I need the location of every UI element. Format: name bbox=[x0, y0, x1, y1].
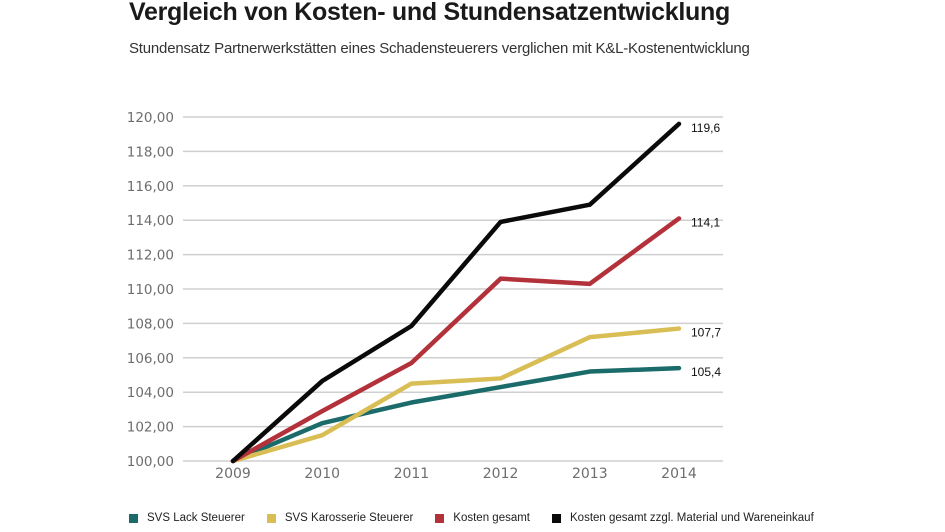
legend-swatch bbox=[435, 513, 445, 523]
series-lines bbox=[230, 121, 682, 464]
y-tick-label: 110,00 bbox=[127, 282, 174, 298]
series-line-2 bbox=[230, 326, 682, 464]
legend-label: SVS Lack Steuerer bbox=[147, 512, 245, 524]
legend-item: Kosten gesamt zzgl. Material und Warenei… bbox=[552, 512, 814, 524]
gridlines bbox=[183, 116, 723, 462]
legend-item: SVS Lack Steuerer bbox=[129, 512, 245, 524]
end-labels: 105,4 107,7 114,1 119,6 bbox=[691, 121, 721, 379]
y-tick-label: 120,00 bbox=[127, 110, 174, 126]
y-tick-label: 118,00 bbox=[127, 144, 174, 160]
legend-label: Kosten gesamt zzgl. Material und Warenei… bbox=[570, 512, 814, 524]
end-value-label: 114,1 bbox=[691, 215, 720, 229]
x-axis-ticks: 2009 2010 2011 2012 2013 2014 bbox=[215, 466, 697, 482]
legend-swatch bbox=[266, 513, 276, 523]
chart-title: Vergleich von Kosten- und Stundensatzent… bbox=[129, 0, 730, 26]
y-tick-label: 102,00 bbox=[127, 420, 174, 436]
y-tick-label: 106,00 bbox=[127, 351, 174, 367]
series-line-4 bbox=[230, 121, 682, 464]
legend-label: Kosten gesamt bbox=[453, 512, 531, 524]
legend-swatch bbox=[129, 513, 138, 523]
y-tick-label: 104,00 bbox=[127, 385, 174, 401]
x-tick-label: 2014 bbox=[661, 466, 697, 482]
end-value-label: 105,4 bbox=[691, 365, 721, 379]
x-tick-label: 2009 bbox=[215, 466, 251, 482]
legend-item: SVS Karosserie Steuerer bbox=[266, 512, 414, 524]
chart-subtitle: Stundensatz Partnerwerkstätten eines Sch… bbox=[129, 40, 750, 57]
x-tick-label: 2013 bbox=[572, 466, 608, 482]
legend-label: SVS Karosserie Steuerer bbox=[284, 512, 414, 524]
y-tick-label: 112,00 bbox=[127, 248, 174, 264]
y-tick-label: 114,00 bbox=[127, 213, 174, 229]
x-tick-label: 2010 bbox=[304, 466, 340, 482]
y-tick-label: 116,00 bbox=[127, 179, 174, 195]
end-value-label: 119,6 bbox=[691, 121, 720, 135]
end-value-label: 107,7 bbox=[691, 326, 721, 340]
y-axis-ticks: 100,00 102,00 104,00 106,00 108,00 110,00 112,… bbox=[127, 110, 174, 470]
y-tick-label: 100,00 bbox=[127, 454, 174, 470]
series-line-1 bbox=[230, 365, 682, 464]
x-tick-label: 2012 bbox=[483, 466, 519, 482]
legend-swatch bbox=[552, 513, 562, 523]
series-line-3 bbox=[230, 216, 682, 464]
legend: SVS Lack Steuerer SVS Karosserie Steuerer… bbox=[129, 512, 836, 524]
y-tick-label: 108,00 bbox=[127, 316, 174, 332]
x-tick-label: 2011 bbox=[394, 466, 430, 482]
legend-item: Kosten gesamt bbox=[435, 512, 530, 524]
